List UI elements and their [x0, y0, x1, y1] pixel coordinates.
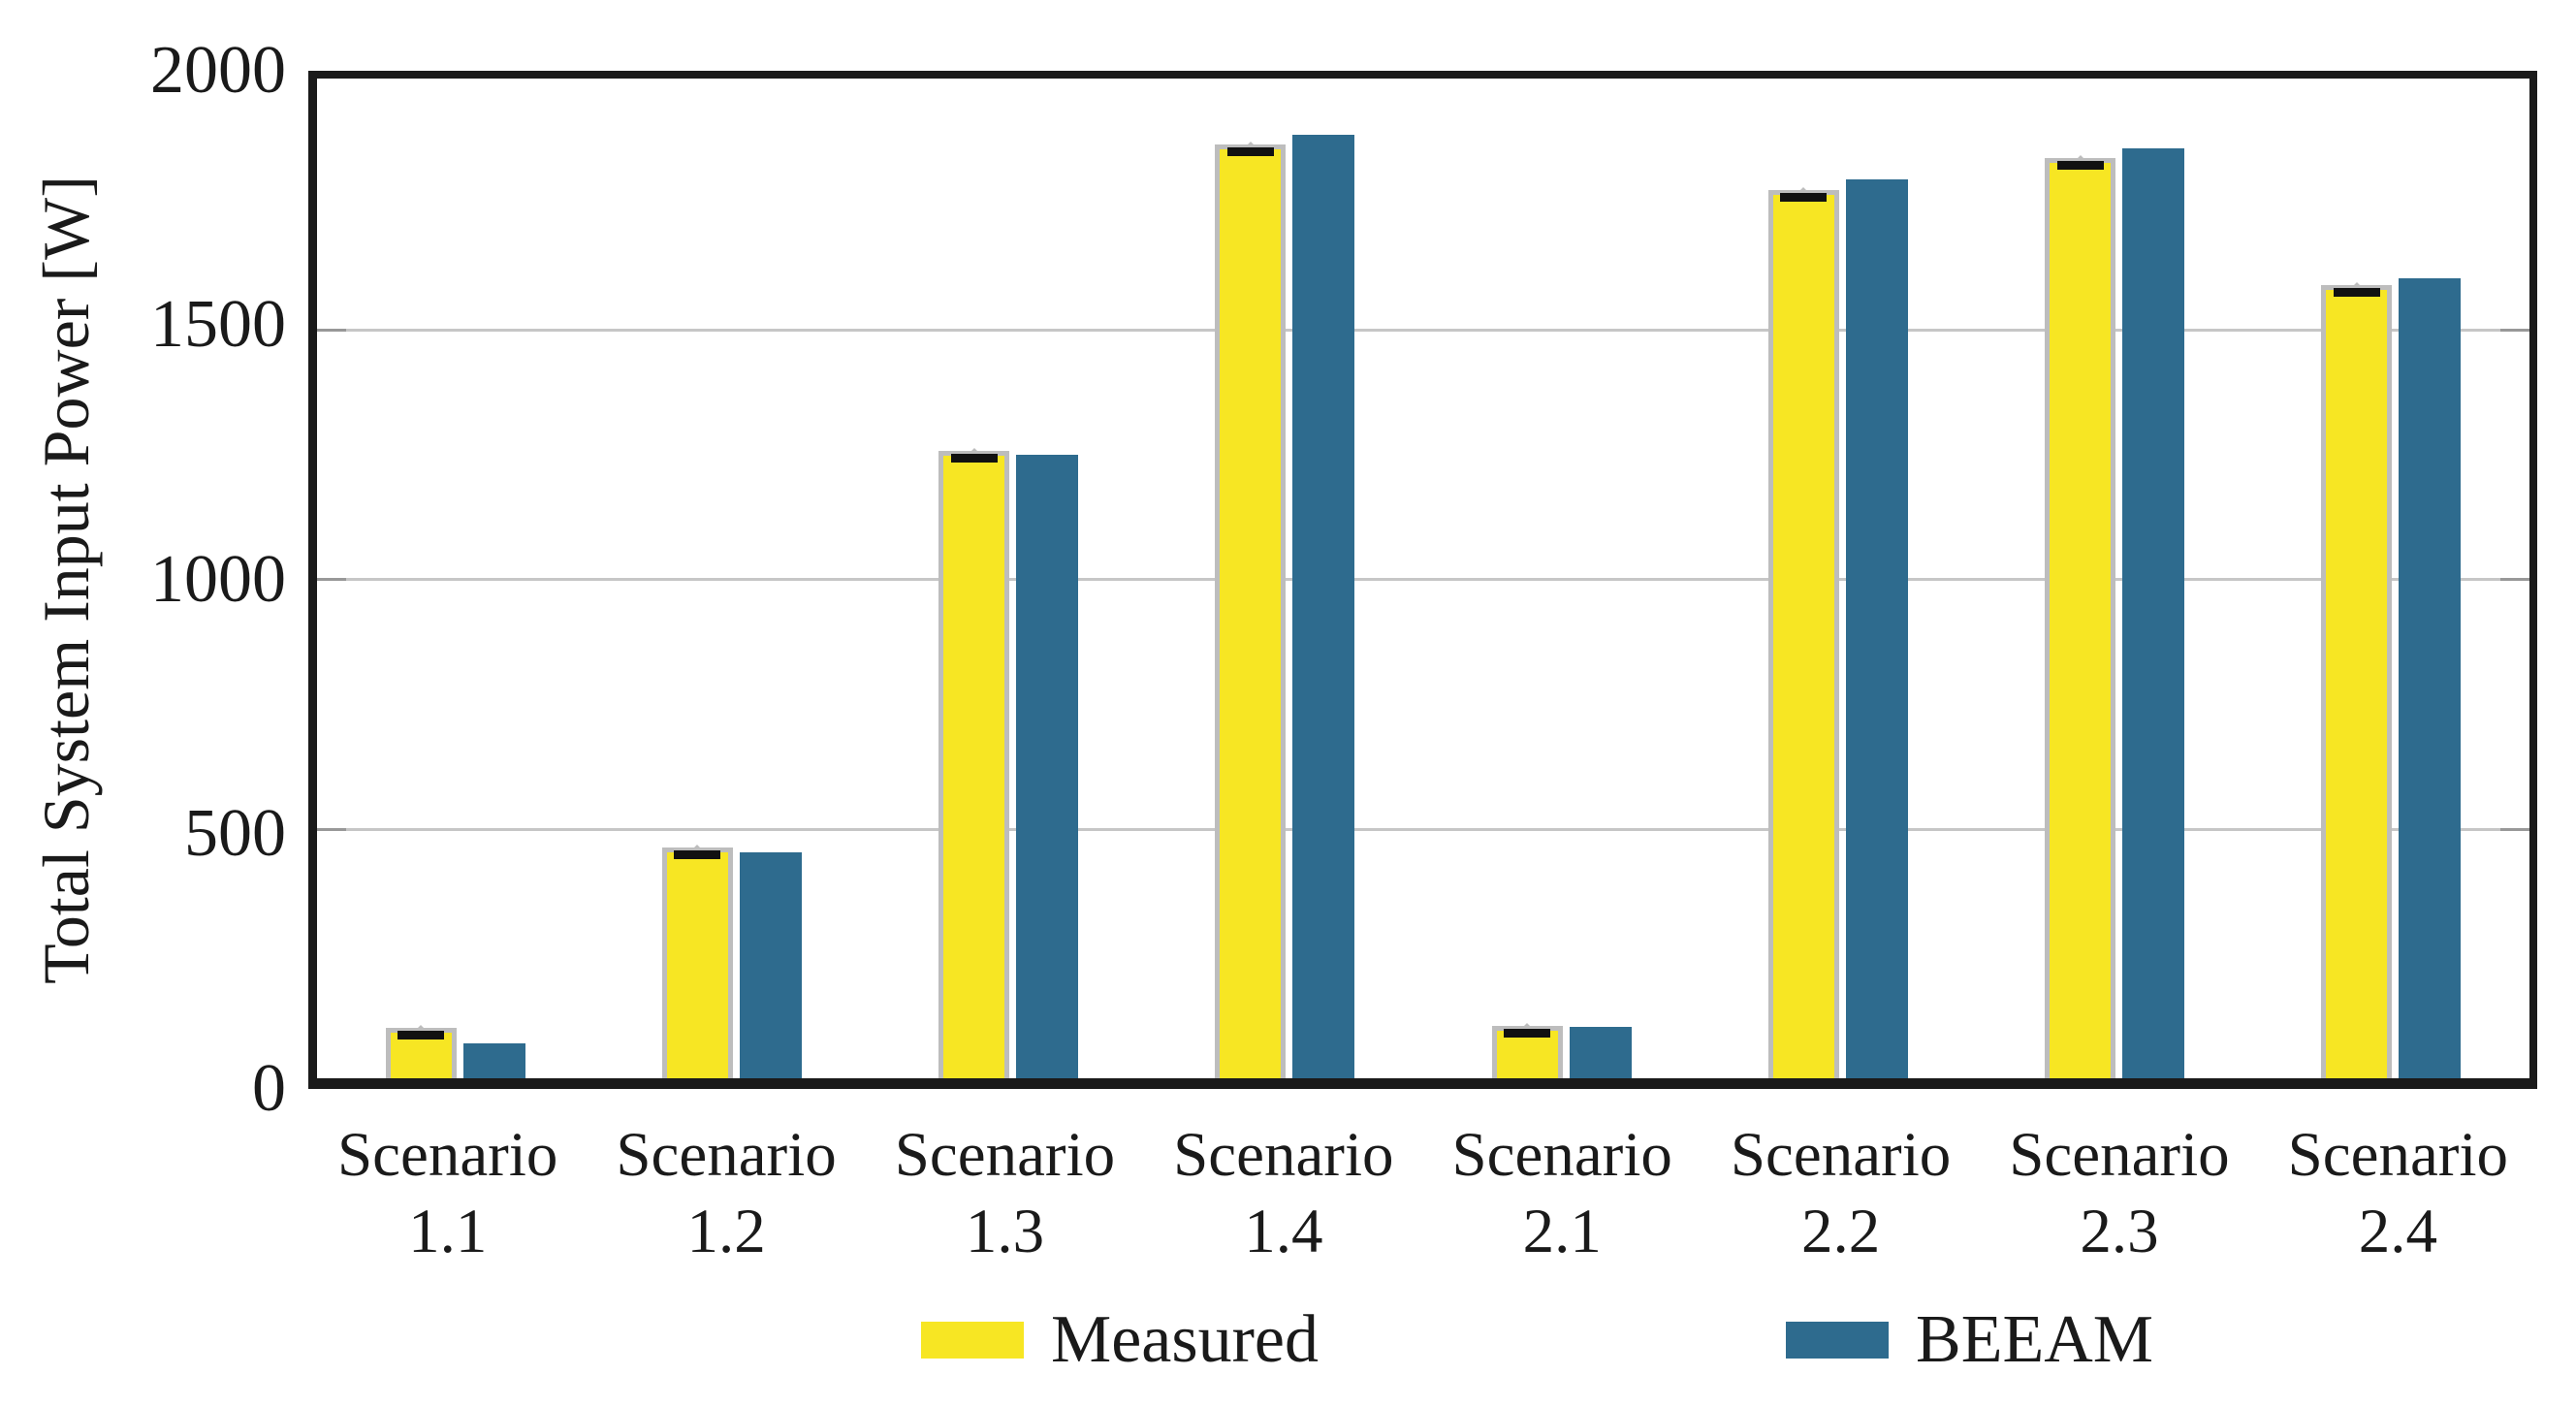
x-tick-label-line2: 2.2 — [1800, 1197, 1881, 1266]
beeam-bar-2.2 — [1845, 179, 1908, 1078]
error-bar-cap — [2333, 288, 2380, 297]
legend-entry-beeam: BEEAM — [1786, 1301, 2153, 1379]
axis-tick-1000-left — [317, 578, 346, 581]
error-bar-cap — [1226, 147, 1274, 156]
bar-group-scenario-1.1 — [317, 79, 593, 1078]
error-bar-whisker — [1520, 1023, 1535, 1030]
x-tick-label-line1: Scenario — [2009, 1120, 2230, 1190]
x-tick-label-line2: 2.3 — [2080, 1197, 2159, 1266]
beeam-bar-1.1 — [462, 1043, 525, 1078]
bar-group-scenario-1.3 — [871, 79, 1147, 1078]
y-tick-label-1500: 1500 — [150, 287, 286, 362]
axis-tick-1000-right — [2500, 578, 2529, 581]
bar-group-scenario-1.4 — [1147, 79, 1423, 1078]
error-bar-cap — [1504, 1029, 1551, 1038]
x-tick-label-2.2: Scenario 2.2 — [1701, 1117, 1980, 1270]
x-tick-label-line2: 1.1 — [408, 1197, 488, 1266]
error-bar-whisker — [2349, 282, 2364, 289]
legend-swatch-beeam — [1786, 1322, 1889, 1359]
axis-tick-1500-right — [2500, 329, 2529, 332]
beeam-bar-2.3 — [2122, 148, 2185, 1078]
bars-layer — [317, 79, 2529, 1078]
measured-bar-2.1 — [1491, 1023, 1563, 1078]
x-tick-label-line1: Scenario — [336, 1120, 558, 1190]
x-tick-label-line1: Scenario — [1730, 1120, 1952, 1190]
x-tick-label-line1: Scenario — [616, 1120, 837, 1190]
measured-bar-2.2 — [1767, 187, 1839, 1078]
x-tick-label-1.3: Scenario 1.3 — [866, 1117, 1144, 1270]
bar-group-scenario-1.2 — [593, 79, 870, 1078]
error-bar-whisker — [967, 448, 981, 455]
y-tick-label-500: 500 — [184, 796, 286, 871]
gridline-1500 — [317, 329, 2529, 332]
measured-bar-2.3 — [2045, 155, 2116, 1078]
x-tick-label-line2: 1.4 — [1244, 1197, 1323, 1266]
legend-entry-measured: Measured — [921, 1301, 1319, 1379]
gridline-1000 — [317, 578, 2529, 581]
bar-group-scenario-2.2 — [1700, 79, 1976, 1078]
measured-bar-1.3 — [938, 448, 1010, 1078]
x-tick-label-2.3: Scenario 2.3 — [1980, 1117, 2258, 1270]
x-tick-label-1.1: Scenario 1.1 — [308, 1117, 587, 1270]
error-bar-cap — [674, 850, 721, 859]
error-bar-cap — [2056, 161, 2104, 170]
y-tick-label-0: 0 — [252, 1051, 286, 1126]
axis-tick-1500-left — [317, 329, 346, 332]
beeam-bar-1.4 — [1292, 135, 1355, 1078]
x-tick-label-2.1: Scenario 2.1 — [1423, 1117, 1701, 1270]
beeam-bar-2.4 — [2399, 278, 2462, 1078]
bar-group-scenario-2.1 — [1423, 79, 1700, 1078]
axis-tick-500-right — [2500, 828, 2529, 831]
x-tick-label-1.2: Scenario 1.2 — [587, 1117, 865, 1270]
error-bar-cap — [398, 1031, 445, 1039]
bar-group-scenario-2.4 — [2253, 79, 2529, 1078]
legend: Measured BEEAM — [0, 1301, 2576, 1379]
x-tick-label-line1: Scenario — [894, 1120, 1116, 1190]
x-tick-label-line1: Scenario — [1173, 1120, 1394, 1190]
error-bar-cap — [1780, 193, 1828, 202]
error-bar-whisker — [1797, 187, 1811, 194]
x-tick-label-line1: Scenario — [2287, 1120, 2509, 1190]
x-tick-label-1.4: Scenario 1.4 — [1144, 1117, 1422, 1270]
y-tick-label-1000: 1000 — [150, 542, 286, 617]
error-bar-whisker — [1243, 142, 1257, 148]
beeam-bar-1.3 — [1016, 455, 1079, 1078]
x-tick-label-line2: 2.4 — [2358, 1197, 2437, 1266]
beeam-bar-1.2 — [739, 852, 802, 1078]
measured-bar-2.4 — [2321, 282, 2393, 1078]
x-tick-label-2.4: Scenario 2.4 — [2259, 1117, 2537, 1270]
error-bar-whisker — [2073, 155, 2087, 162]
legend-swatch-measured — [921, 1322, 1024, 1359]
error-bar-whisker — [414, 1025, 429, 1032]
x-tick-label-line1: Scenario — [1451, 1120, 1672, 1190]
legend-label-measured: Measured — [1051, 1302, 1320, 1377]
x-tick-label-line2: 1.2 — [686, 1197, 766, 1266]
axis-tick-500-left — [317, 828, 346, 831]
x-tick-label-line2: 2.1 — [1522, 1197, 1602, 1266]
x-tick-labels: Scenario 1.1 Scenario 1.2 Scenario 1.3 Scenari… — [308, 1117, 2537, 1270]
x-tick-label-line2: 1.3 — [965, 1197, 1045, 1266]
error-bar-whisker — [690, 845, 705, 851]
beeam-bar-2.1 — [1569, 1027, 1632, 1078]
gridline-500 — [317, 828, 2529, 831]
bar-group-scenario-2.3 — [1977, 79, 2253, 1078]
y-tick-label-2000: 2000 — [150, 33, 286, 108]
plot-area — [308, 71, 2537, 1089]
measured-bar-1.1 — [385, 1025, 457, 1078]
legend-label-beeam: BEEAM — [1916, 1302, 2153, 1377]
measured-bar-1.2 — [661, 845, 733, 1078]
error-bar-cap — [950, 454, 998, 463]
measured-bar-1.4 — [1215, 142, 1287, 1078]
